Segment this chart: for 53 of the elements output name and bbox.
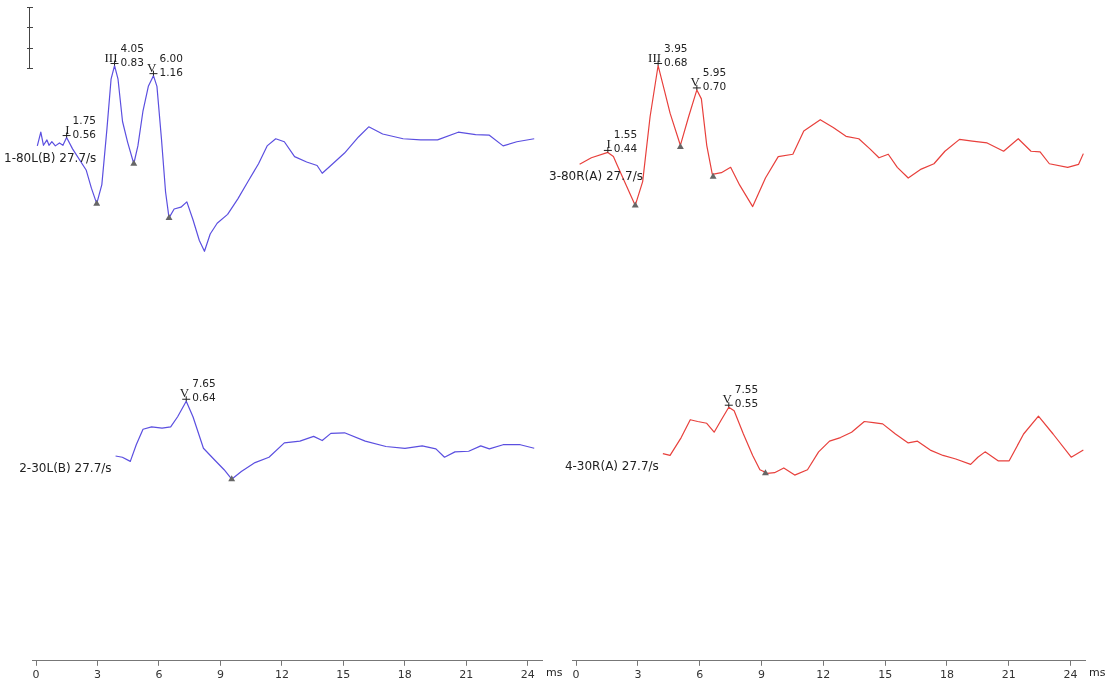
annotation: 7.55 [734,383,759,396]
x-tick-label: 3 [94,668,102,682]
annotation: 7.65 [192,377,216,390]
annotation: III [104,49,118,65]
annotation: 1.16 [159,65,184,78]
annotation: V [690,73,701,89]
x-tick-label: 12 [816,668,831,682]
annotation: 0.55 [734,397,759,410]
x-axis-title: ms [1089,666,1106,680]
annotation: 5.95 [702,65,727,78]
annotation: 0.44 [613,142,638,155]
x-tick-label: 15 [336,668,351,682]
annotation: I [606,136,611,152]
point [130,159,138,166]
annotation: V [147,59,158,75]
series-label: 2-30L(B) 27.7/s [19,461,112,476]
x-tick-label: 21 [459,668,474,682]
x-tick-label: 6 [155,668,163,682]
x-axis-title: ms [546,666,563,680]
series-label: 4-30R(A) 27.7/s [564,458,659,473]
annotation: 0.70 [702,79,727,92]
annotation: 0.56 [72,127,97,140]
x-tick-label: 12 [274,668,289,682]
annotation: V [179,385,190,401]
point [93,199,101,206]
annotation: 0.68 [664,55,688,68]
annotation: 4.05 [120,41,144,54]
x-tick-label: 15 [878,668,893,682]
x-tick-label: 0 [32,668,40,682]
annotation: V [722,391,733,407]
x-tick-label: 6 [696,668,704,682]
annotation: 0.83 [120,55,144,68]
annotation: 6.00 [159,51,183,64]
annotation: I [65,121,70,137]
x-tick-label: 9 [216,668,224,682]
x-tick-label: 24 [520,668,535,682]
point [676,143,684,150]
annotation: 3.95 [664,41,688,54]
x-tick-label: 18 [397,668,412,682]
point [761,469,769,476]
annotation: 1.75 [72,113,97,126]
annotation: 0.64 [192,391,216,404]
x-tick-label: 0 [572,668,580,682]
point [228,475,236,482]
x-tick-label: 21 [1001,668,1016,682]
x-tick-label: 18 [939,668,954,682]
x-tick-label: 9 [758,668,766,682]
point [709,172,717,179]
x-tick-label: 24 [1063,668,1078,682]
x-tick-label: 3 [634,668,642,682]
annotation: III [648,49,662,65]
annotation: 1.55 [613,128,638,141]
point [165,213,173,220]
